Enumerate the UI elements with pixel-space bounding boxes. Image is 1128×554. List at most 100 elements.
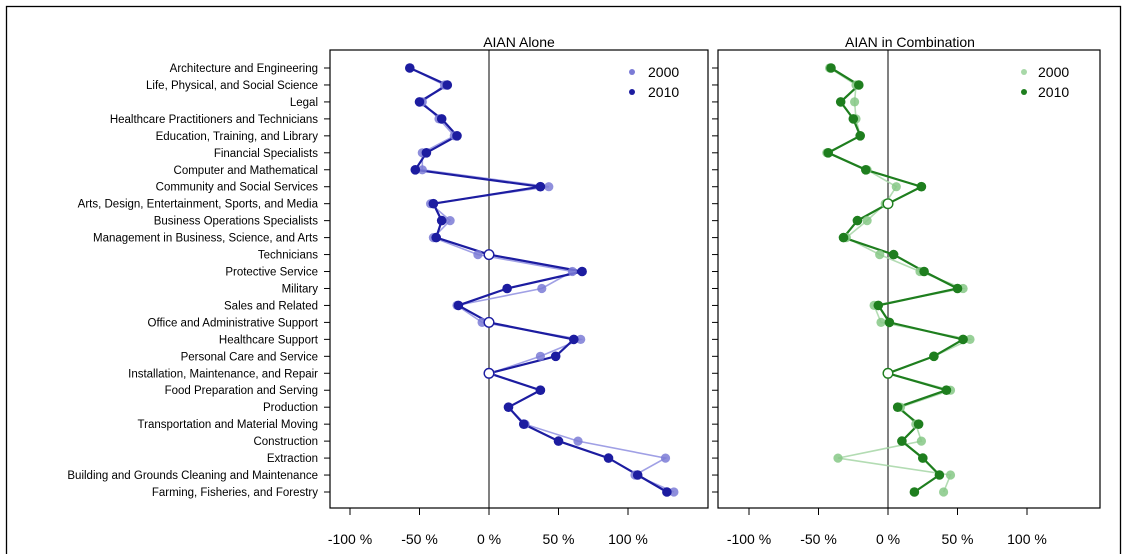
x-tick-label: -100 % [328,531,372,547]
data-point-2010 [483,249,495,261]
data-point-2010 [884,317,895,328]
panel-title: AIAN in Combination [845,34,975,50]
category-label: Management in Business, Science, and Art… [93,233,318,245]
legend-label-2010: 2010 [1038,84,1069,100]
data-point-2010 [882,198,894,210]
data-point-2010 [823,148,833,158]
data-point-2010 [436,215,447,226]
category-label: Business Operations Specialists [154,216,319,228]
category-label: Sales and Related [224,300,318,312]
data-point-2010 [855,131,865,141]
data-point-2000 [669,487,679,497]
data-point-2010 [897,436,907,446]
data-point-2000 [576,334,586,344]
category-label: Military [282,283,319,295]
x-tick-label: -100 % [727,531,771,547]
category-label: Arts, Design, Entertainment, Sports, and… [78,199,319,211]
data-point-2010 [431,232,442,243]
category-label: Food Preparation and Serving [165,385,318,397]
data-point-2010 [909,487,920,497]
data-point-2010 [852,215,863,226]
data-point-2000 [473,250,483,260]
x-tick-label: 0 % [477,531,501,547]
data-point-2000 [939,487,949,497]
data-point-2000 [965,334,975,344]
data-point-2000 [850,97,860,107]
legend-marker-2010 [629,89,635,95]
x-tick-label: 50 % [942,531,974,547]
legend-marker-2010 [1021,89,1027,95]
data-point-2000 [916,436,927,446]
data-point-2010 [453,300,464,311]
data-point-2000 [876,317,886,327]
data-point-2010 [428,198,439,209]
category-label: Installation, Maintenance, and Repair [128,368,318,380]
data-point-2010 [569,334,579,345]
panel-box [329,49,709,509]
data-point-2010 [919,266,929,277]
data-point-2010 [405,63,415,73]
data-point-2010 [577,266,587,277]
category-label: Healthcare Practitioners and Technicians [110,114,318,126]
data-point-2010 [873,300,884,311]
data-point-2010 [483,316,495,328]
category-label: Healthcare Support [219,334,319,346]
x-tick-label: -50 % [401,531,438,547]
data-point-2010 [502,283,512,294]
data-point-2010 [421,148,432,158]
data-point-2010 [553,436,564,446]
data-point-2000 [544,182,554,192]
data-point-2000 [573,436,583,446]
data-point-2010 [892,402,903,413]
legend-label-2000: 2000 [1038,64,1069,80]
legend-marker-2000 [1021,69,1027,75]
data-point-2010 [519,419,529,430]
legend: 2000 2010 [1021,64,1069,100]
category-label: Extraction [267,453,318,465]
x-tick-label: 100 % [608,531,648,547]
category-label: Technicians [258,250,318,262]
data-point-2010 [913,419,924,430]
category-label: Protective Service [225,267,318,279]
data-point-2010 [958,334,968,345]
x-tick-label: -50 % [800,531,837,547]
category-label: Legal [290,97,318,109]
data-point-2010 [916,181,927,192]
category-label: Construction [253,436,318,448]
data-point-2010 [436,114,447,124]
legend: 2000 2010 [629,64,679,100]
data-point-2000 [875,250,885,260]
category-label: Financial Specialists [214,148,318,160]
legend-label-2010: 2010 [648,84,679,100]
legend-marker-2000 [629,69,635,75]
data-point-2010 [888,249,899,260]
data-point-2010 [929,351,939,362]
x-tick-label: 0 % [876,531,900,547]
category-label: Farming, Fisheries, and Forestry [152,487,318,499]
data-point-2010 [835,97,846,107]
legend-label-2000: 2000 [648,64,679,80]
category-label: Life, Physical, and Social Science [146,80,318,92]
category-label: Architecture and Engineering [170,63,318,75]
data-point-2010 [535,181,546,192]
category-label: Building and Grounds Cleaning and Mainte… [67,470,318,482]
data-point-2010 [483,367,495,379]
data-point-2010 [854,80,864,90]
data-point-2010 [452,131,462,141]
data-point-2010 [535,385,546,396]
panel-box [717,49,1101,509]
data-point-2010 [918,453,928,463]
data-point-2010 [952,283,963,294]
data-point-2000 [660,453,671,463]
panel-aian-in-combination: AIAN in Combination -100 % -50 % 0 % 50 % 10… [712,34,1101,547]
category-label: Computer and Mathematical [174,165,318,177]
data-point-2010 [861,165,871,175]
data-point-2010 [662,487,672,497]
category-label: Community and Social Services [156,182,319,194]
series-line-2010 [825,67,967,493]
data-point-2010 [826,63,836,73]
data-point-2010 [414,97,425,107]
figure-border [5,5,1122,554]
